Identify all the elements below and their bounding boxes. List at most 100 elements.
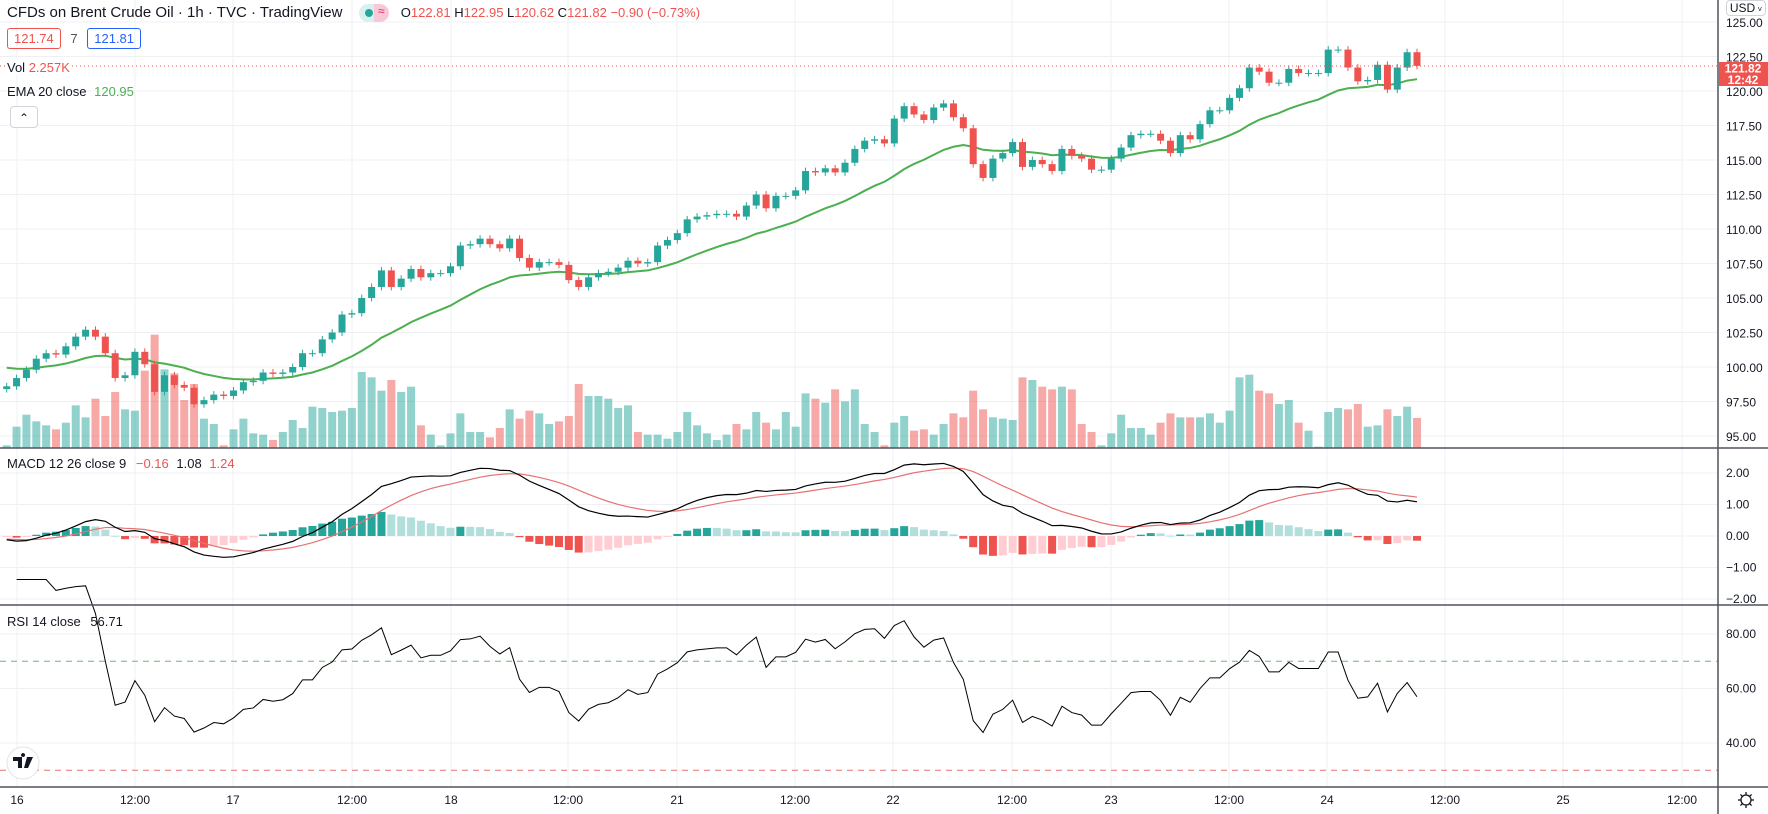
candle-body: [239, 382, 247, 391]
volume-bar: [1136, 428, 1145, 448]
volume-bar: [979, 409, 988, 448]
volume-bar: [919, 429, 928, 448]
macd-histogram-bar: [259, 534, 268, 536]
volume-bar: [209, 424, 218, 448]
volume-bar: [357, 372, 366, 448]
time-axis-label: 12:00: [1214, 793, 1244, 807]
macd-histogram-bar: [268, 532, 277, 536]
candle-body: [762, 194, 770, 209]
volume-bar: [959, 417, 968, 448]
candle-body: [486, 238, 494, 245]
volume-bar: [1383, 409, 1392, 448]
macd-histogram-bar: [890, 528, 899, 536]
volume-bar: [614, 408, 623, 448]
macd-legend[interactable]: MACD 12 26 close 9 −0.16 1.08 1.24: [7, 456, 235, 471]
symbol-legend[interactable]: CFDs on Brent Crude Oil · 1h · TVC · Tra…: [7, 4, 701, 23]
macd-histogram-value: −0.16: [135, 456, 169, 471]
macd-histogram-bar: [1057, 536, 1066, 550]
symbol-title[interactable]: CFDs on Brent Crude Oil · 1h · TVC · Tra…: [7, 4, 343, 21]
candle-body: [890, 118, 898, 144]
macd-histogram-bar: [614, 536, 623, 548]
time-axis-label: 12:00: [553, 793, 583, 807]
volume-bar: [860, 424, 869, 448]
macd-histogram-bar: [1284, 525, 1293, 536]
volume-bar: [32, 421, 41, 448]
macd-histogram-bar: [1136, 534, 1145, 536]
sell-button[interactable]: 121.74: [7, 28, 61, 49]
macd-histogram-bar: [1393, 536, 1402, 544]
macd-histogram-bar: [969, 536, 978, 548]
high-value: 122.95: [463, 5, 504, 20]
volume-bar: [170, 373, 179, 448]
candle-body: [831, 168, 839, 173]
macd-histogram-bar: [988, 536, 997, 556]
price-axis-label: 122.50: [1726, 51, 1763, 65]
macd-histogram-bar: [653, 536, 662, 540]
macd-histogram-bar: [288, 530, 297, 536]
axes-labels[interactable]: 16 12:00 17 12:00 18 12:00 21 12:00 22 12:00 23 12:…: [10, 16, 1763, 807]
volume-bar: [653, 434, 662, 448]
delayed-data-wave-icon: ≈: [377, 4, 385, 19]
volume-bar: [1343, 409, 1352, 448]
volume-bar: [338, 410, 347, 448]
macd-histogram-bar: [1413, 536, 1421, 541]
collapse-legend-button[interactable]: ⌃: [10, 106, 38, 128]
buy-button[interactable]: 121.81: [87, 28, 142, 49]
volume-legend[interactable]: Vol 2.257K: [7, 60, 70, 75]
low-value: 120.62: [514, 5, 555, 20]
change-value: −0.90 (−0.73%): [610, 5, 701, 20]
price-axis-label: 100.00: [1726, 361, 1763, 375]
volume-bar: [1107, 433, 1116, 448]
macd-histogram-bar: [121, 536, 130, 540]
macd-axis-label: −1.00: [1726, 561, 1757, 575]
volume-bar: [702, 433, 711, 448]
currency-label: USD: [1729, 1, 1756, 15]
candle-body: [82, 329, 90, 337]
candle-body: [3, 386, 11, 390]
tradingview-logo[interactable]: [6, 746, 40, 780]
candle-body: [230, 390, 238, 396]
ema-legend[interactable]: EMA 20 close 120.95: [7, 84, 134, 99]
macd-histogram-bar: [1324, 529, 1333, 536]
candle-body: [594, 273, 602, 278]
macd-histogram-bar: [584, 536, 593, 553]
macd-histogram-bar: [1225, 526, 1234, 536]
candle-body: [1383, 64, 1391, 90]
time-axis-label: 18: [444, 793, 458, 807]
macd-histogram-bar: [61, 530, 70, 536]
macd-histogram-bar: [180, 536, 189, 546]
spread-value: 7: [70, 31, 78, 46]
status-badge[interactable]: ≈: [358, 4, 389, 23]
volume-bar: [633, 432, 642, 448]
volume-bar: [130, 410, 139, 448]
time-axis-label: 17: [226, 793, 240, 807]
time-axis-label: 12:00: [997, 793, 1027, 807]
volume-bar: [377, 390, 386, 448]
settings-gear-icon[interactable]: [1738, 792, 1754, 808]
chevron-up-icon: ⌃: [18, 111, 30, 125]
currency-button[interactable]: USD ˅: [1726, 0, 1766, 16]
rsi-legend[interactable]: RSI 14 close 56.71: [7, 614, 123, 629]
macd-histogram-bar: [446, 527, 455, 536]
candle-body: [279, 372, 287, 374]
macd-histogram-bar: [1048, 536, 1057, 554]
macd-signal-line: [6, 467, 1418, 552]
volume-bar: [1324, 412, 1333, 448]
candle-body: [1048, 164, 1056, 172]
volume-bar: [1225, 410, 1234, 448]
volume-bar: [988, 417, 997, 448]
candle-body: [348, 313, 356, 315]
candle-body: [930, 107, 938, 120]
candle-body: [821, 168, 829, 173]
candle-body: [989, 158, 997, 178]
macd-histogram-bar: [229, 536, 238, 543]
candle-body: [802, 171, 810, 191]
market-open-dot-icon: [364, 9, 373, 18]
volume-bar: [2, 445, 11, 448]
volume-bar: [1373, 425, 1382, 448]
close-value: 121.82: [567, 5, 607, 20]
high-label: H: [454, 5, 464, 20]
macd-histogram-bar: [387, 514, 396, 536]
macd-histogram-bar: [1245, 520, 1254, 536]
